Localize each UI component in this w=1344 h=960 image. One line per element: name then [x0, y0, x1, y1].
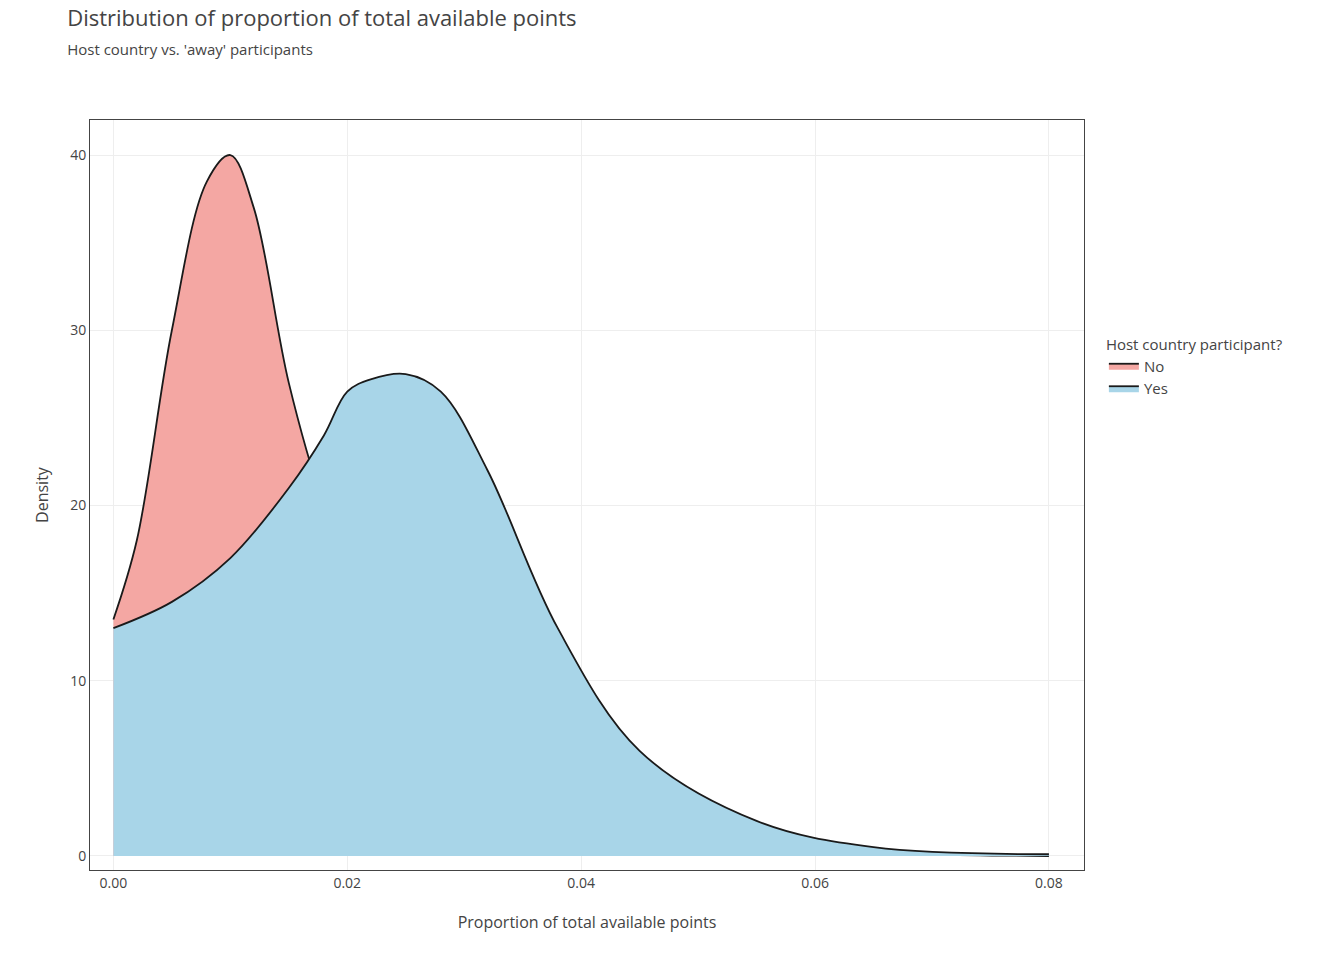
svg-text:0.04: 0.04 — [567, 873, 595, 892]
svg-text:0: 0 — [78, 846, 86, 865]
svg-text:10: 10 — [70, 671, 86, 690]
svg-text:0.06: 0.06 — [801, 873, 829, 892]
svg-text:0.02: 0.02 — [333, 873, 361, 892]
svg-text:Host country participant?: Host country participant? — [1106, 334, 1283, 354]
svg-text:20: 20 — [70, 495, 86, 514]
svg-text:0.00: 0.00 — [100, 873, 128, 892]
svg-text:0.08: 0.08 — [1035, 873, 1063, 892]
svg-text:No: No — [1144, 356, 1164, 376]
svg-text:40: 40 — [70, 145, 86, 164]
svg-text:Yes: Yes — [1144, 378, 1168, 398]
svg-text:Proportion of total available: Proportion of total available points — [458, 911, 717, 933]
svg-text:Density: Density — [31, 466, 53, 523]
svg-text:30: 30 — [70, 320, 86, 339]
svg-text:Distribution of proportion of: Distribution of proportion of total avai… — [67, 2, 576, 59]
